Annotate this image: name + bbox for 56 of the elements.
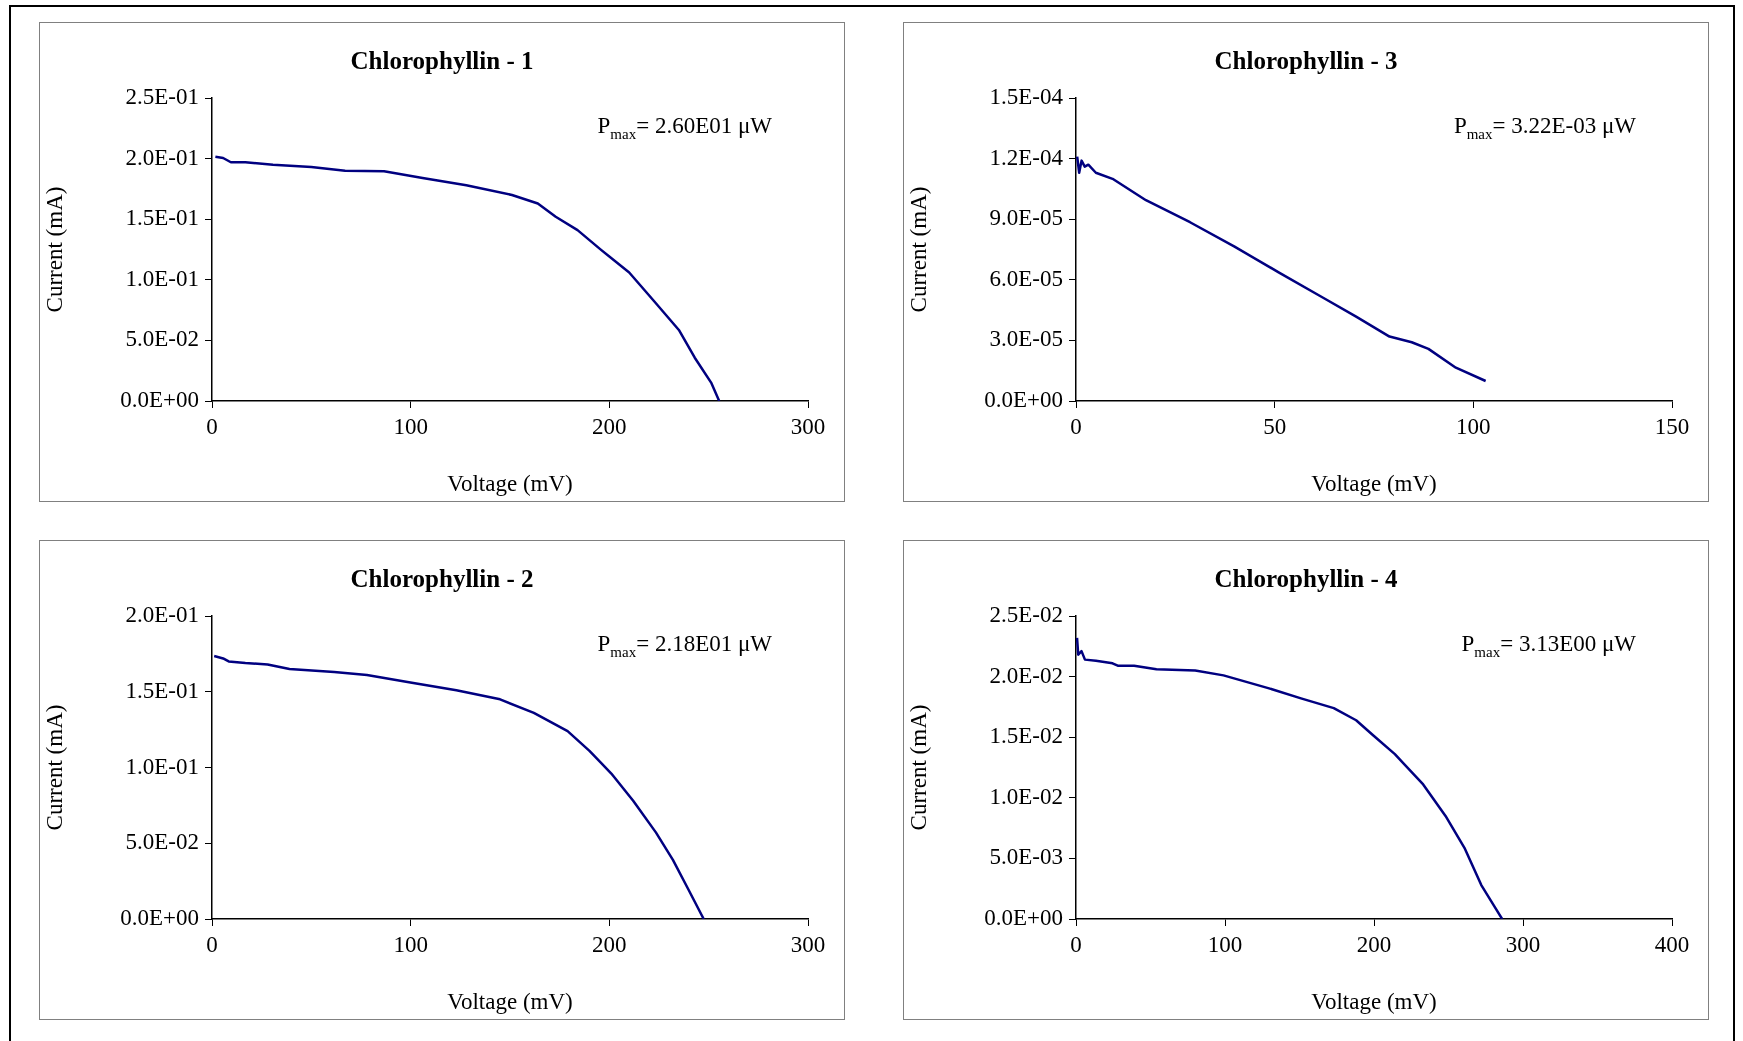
x-tick-label: 200 — [592, 413, 627, 439]
y-tick-label: 3.0E-05 — [989, 326, 1063, 352]
annotation: P$_{max}$= 3.22E-03 μW — [1453, 113, 1636, 143]
x-tick-label: 50 — [1263, 413, 1287, 439]
y-tick-label: 0.0E+00 — [120, 387, 199, 413]
y-tick-label: 2.0E-01 — [125, 144, 199, 170]
x-tick-label: 100 — [1456, 413, 1491, 439]
y-tick-label: 5.0E-02 — [125, 829, 199, 855]
y-tick-label: 0.0E+00 — [984, 905, 1063, 931]
y-tick-label: 1.5E-01 — [125, 677, 199, 703]
x-axis-title: Voltage (mV) — [1311, 989, 1437, 1015]
y-tick-label: 2.0E-01 — [125, 602, 199, 628]
x-tick-label: 100 — [393, 931, 428, 957]
x-axis-title: Voltage (mV) — [1311, 471, 1437, 497]
x-tick-label: 150 — [1654, 413, 1690, 439]
chart-title: Chlorophyllin - 1 — [349, 47, 535, 75]
x-tick-label: 400 — [1654, 931, 1690, 957]
y-tick-label: 9.0E-05 — [989, 205, 1063, 231]
annotation: P$_{max}$= 2.18E01 μW — [597, 631, 772, 661]
y-tick-label: 2.5E-02 — [989, 602, 1063, 628]
y-tick-label: 2.5E-01 — [125, 84, 199, 110]
x-tick-label: 200 — [592, 931, 627, 957]
x-tick-label: 200 — [1356, 931, 1392, 957]
chart-title: Chlorophyllin - 2 — [349, 565, 535, 593]
y-tick-label: 1.5E-01 — [125, 205, 199, 231]
chart-title: Chlorophyllin - 3 — [1213, 47, 1399, 75]
x-axis-title: Voltage (mV) — [447, 471, 573, 497]
x-tick-label: 0 — [1070, 413, 1082, 439]
x-tick-label: 300 — [790, 413, 826, 439]
y-tick-label: 0.0E+00 — [120, 905, 199, 931]
x-tick-label: 0 — [206, 931, 218, 957]
y-tick-label: 1.2E-04 — [989, 144, 1064, 170]
y-tick-label: 5.0E-03 — [989, 844, 1063, 870]
x-tick-label: 0 — [1070, 931, 1082, 957]
y-tick-label: 1.0E-01 — [125, 265, 199, 291]
y-tick-label: 6.0E-05 — [989, 265, 1063, 291]
chart-title: Chlorophyllin - 4 — [1213, 565, 1399, 593]
x-tick-label: 0 — [206, 413, 218, 439]
y-axis-title: Current (mA) — [41, 704, 67, 831]
y-tick-label: 1.5E-02 — [989, 723, 1063, 749]
annotation: P$_{max}$= 2.60E01 μW — [597, 113, 772, 143]
y-axis-title: Current (mA) — [41, 186, 67, 313]
annotation: P$_{max}$= 3.13E00 μW — [1461, 631, 1636, 661]
y-axis-title: Current (mA) — [905, 704, 931, 831]
x-tick-label: 300 — [790, 931, 826, 957]
y-tick-label: 1.5E-04 — [989, 84, 1064, 110]
y-tick-label: 5.0E-02 — [125, 326, 199, 352]
x-tick-label: 100 — [393, 413, 428, 439]
y-tick-label: 1.0E-01 — [125, 753, 199, 779]
x-axis-title: Voltage (mV) — [447, 989, 573, 1015]
y-axis-title: Current (mA) — [905, 186, 931, 313]
y-tick-label: 1.0E-02 — [989, 783, 1063, 809]
y-tick-label: 2.0E-02 — [989, 662, 1063, 688]
x-tick-label: 100 — [1207, 931, 1243, 957]
x-tick-label: 300 — [1505, 931, 1541, 957]
y-tick-label: 0.0E+00 — [984, 387, 1063, 413]
